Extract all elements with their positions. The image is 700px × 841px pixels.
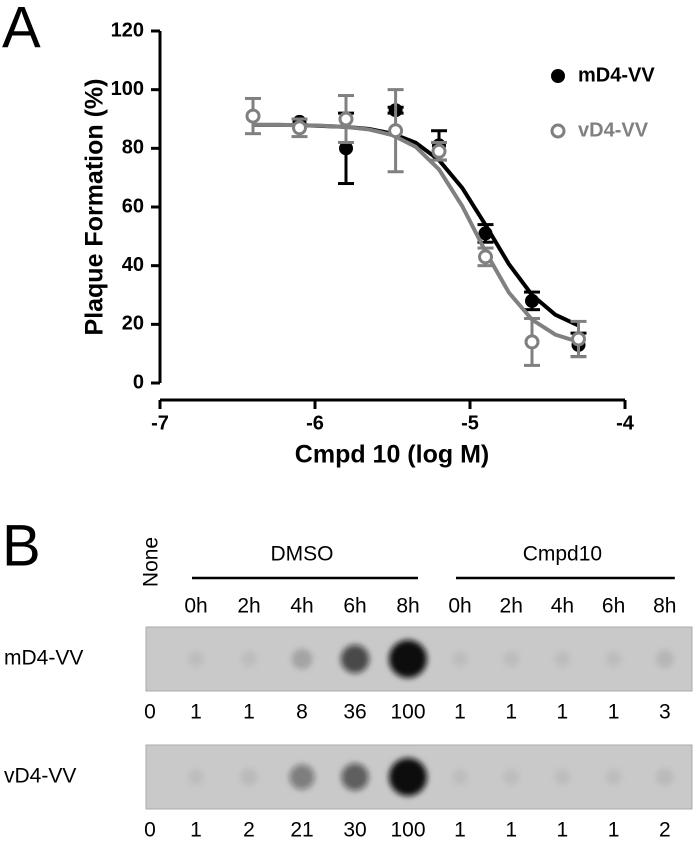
data-point [292,120,307,136]
time-label: 8h [653,595,676,618]
value-label: 2 [659,819,671,841]
x-tick-label: -7 [151,412,169,434]
legend-marker [551,69,565,83]
time-label: 6h [602,595,625,618]
value-label: 1 [190,701,202,724]
x-axis-title: Cmpd 10 (log M) [295,441,489,469]
value-label: 1 [454,701,466,724]
y-tick-label: 100 [111,78,144,100]
blot-dot [451,768,469,786]
legend-marker [550,123,566,139]
blot-dot [605,768,622,786]
plot: 0 20 40 60 80 100 120 -7 -6 -5 -4 mD4-VV vD4-VV [111,19,656,434]
value-label: 1 [608,701,620,724]
value-label: 1 [505,819,517,841]
lane-label: None [140,537,163,587]
y-tick-label: 80 [122,137,144,159]
x-tick-label: -4 [616,412,635,434]
blot: DMSO 0h 2h 4h 6h 8h Cmpd10 0h 2h 4h 6h 8h mD4-VV 0 1 1 8… [4,543,693,841]
row-label: mD4-VV [4,647,83,670]
data-point [478,226,493,241]
time-label: 8h [396,595,419,618]
value-label: 1 [190,819,202,841]
data-point [525,293,539,308]
time-label: 2h [237,595,260,618]
fit-curve [253,122,580,344]
time-label: 4h [551,595,574,618]
y-tick-label: 120 [111,19,144,41]
blot-dot [340,644,370,674]
blot-dot [341,763,369,791]
blot-dot [389,640,427,678]
blot-dot [143,652,157,666]
blot-dot [451,650,469,668]
value-label: 1 [608,819,620,841]
y-tick-label: 40 [122,254,144,276]
value-label: 30 [343,819,366,841]
data-point [431,143,447,159]
blot-dot [554,650,571,668]
blot-dot [289,764,315,790]
data-point [388,123,404,139]
blot-dot [187,768,205,786]
blot-dot [554,768,571,786]
time-label: 4h [290,595,313,618]
value-label: 8 [296,701,308,724]
value-label: 100 [390,819,425,841]
panel-label: A [2,0,41,60]
x-tick-label: -6 [306,412,324,434]
y-tick-label: 20 [122,313,144,335]
legend-label: vD4-VV [578,119,649,141]
data-point [571,331,586,347]
blot-dot [655,649,674,669]
legend-label: mD4-VV [578,64,655,86]
value-label: 0 [144,701,156,724]
blot-dot [389,758,427,796]
blot-dot [656,768,674,786]
value-label: 36 [343,701,366,724]
x-tick-label: -5 [461,412,479,434]
data-point [478,249,493,265]
blot-dot [143,770,157,784]
time-label: 2h [500,595,523,618]
group-label: DMSO [271,543,334,566]
y-axis-title: Plaque Formation (%) [81,79,109,336]
value-label: 100 [390,701,425,724]
value-label: 1 [505,701,517,724]
data-point [245,108,261,124]
time-label: 6h [343,595,366,618]
value-label: 1 [557,819,569,841]
y-tick-label: 60 [122,195,144,217]
blot-dot [187,650,205,668]
blot-dot [605,650,622,668]
y-tick-label: 0 [133,371,144,393]
value-label: 21 [290,819,313,841]
time-label: 0h [184,595,207,618]
value-label: 1 [243,701,255,724]
value-label: 1 [557,701,569,724]
time-label: 0h [448,595,471,618]
blot-dot [240,768,258,786]
value-label: 3 [659,701,671,724]
value-label: 0 [144,819,156,841]
group-label: Cmpd10 [523,543,602,566]
blot-dot [291,648,313,670]
value-label: 2 [243,819,255,841]
value-label: 1 [454,819,466,841]
blot-dot [240,650,258,668]
data-point [339,141,353,156]
blot-dot [503,650,520,668]
data-point [338,111,354,127]
row-label: vD4-VV [4,765,76,788]
blot-dot [503,768,520,786]
panel-label: B [2,513,41,578]
data-point [524,334,540,350]
